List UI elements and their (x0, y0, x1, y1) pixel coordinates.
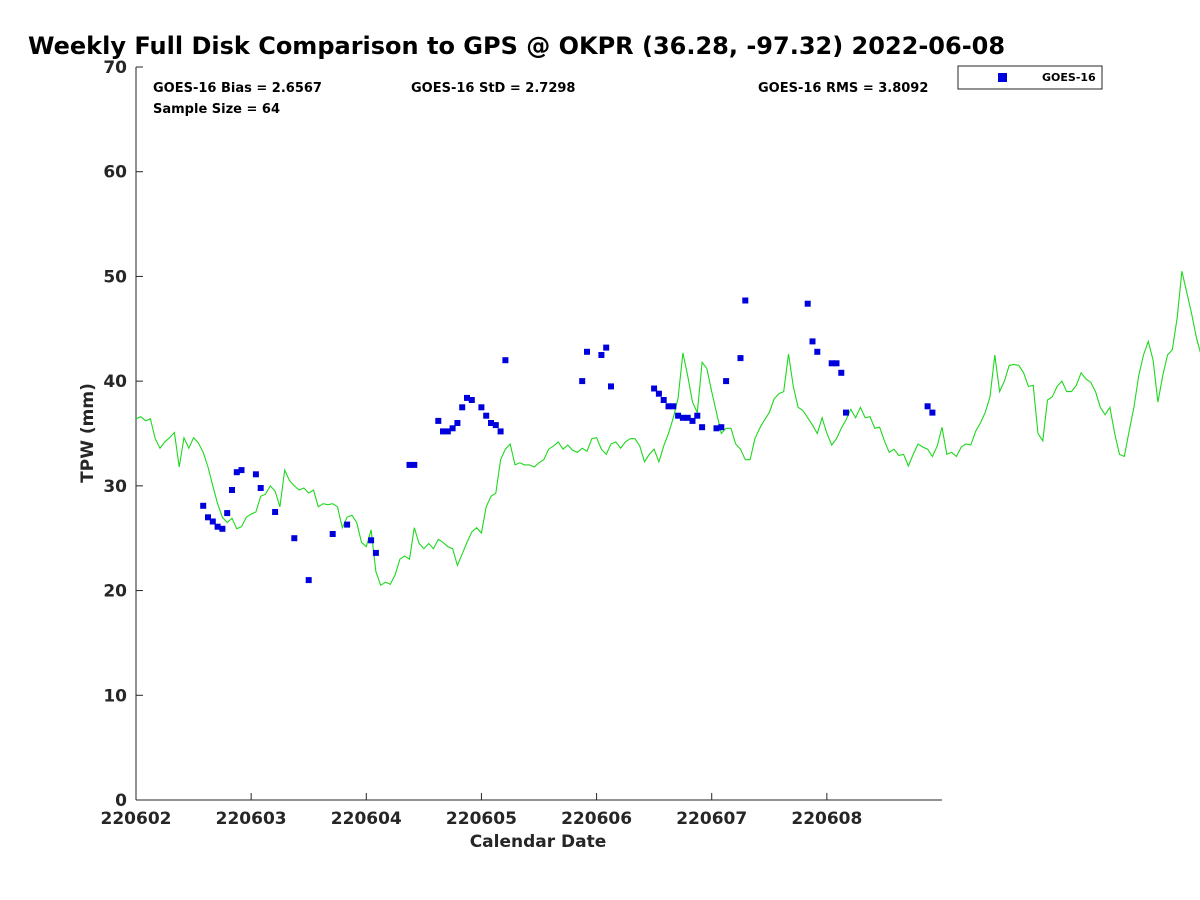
bias-stat: GOES-16 Bias = 2.6567 (153, 81, 322, 96)
goes16-point (305, 577, 312, 584)
goes16-point (492, 422, 499, 429)
plot-frame (135, 67, 942, 801)
legend-label: GOES-16 (1042, 71, 1096, 84)
x-tick-label: 220605 (446, 809, 517, 829)
goes16-point (440, 428, 446, 435)
goes16-point (742, 297, 749, 304)
goes16-point (694, 412, 701, 419)
y-tick-label: 70 (103, 58, 127, 78)
goes16-point (579, 378, 586, 385)
goes16-point (459, 404, 466, 411)
goes16-point (252, 471, 259, 478)
goes16-point (929, 409, 936, 416)
x-tick-label: 220604 (331, 809, 402, 829)
x-axis: 220602 220603 220604 220605 220606 220607 2206… (101, 793, 862, 829)
y-tick-label: 20 (103, 582, 127, 602)
legend: GOES-16 (957, 65, 1103, 90)
goes16-point (608, 383, 614, 390)
goes16-point (699, 424, 706, 431)
goes16-point (713, 425, 720, 432)
goes16-point (924, 403, 931, 410)
goes16-point (655, 390, 662, 397)
goes16-point (368, 537, 375, 544)
goes16-point (219, 525, 226, 532)
x-tick-label: 220606 (561, 809, 632, 829)
goes16-point (209, 518, 216, 525)
sample-size-stat: Sample Size = 64 (153, 102, 280, 117)
goes16-point (737, 355, 744, 362)
x-tick-label: 220603 (216, 809, 287, 829)
goes16-point (224, 510, 231, 517)
goes16-point (329, 531, 336, 537)
goes16-point (214, 523, 221, 530)
x-axis-label: Calendar Date (470, 832, 607, 852)
goes16-point (838, 369, 845, 376)
goes16-point (478, 404, 485, 411)
goes16-point (411, 461, 418, 468)
chart-title: Weekly Full Disk Comparison to GPS @ OKP… (28, 32, 1005, 60)
goes16-point (205, 514, 211, 521)
goes16-point (502, 357, 509, 364)
x-tick-label: 220607 (676, 809, 747, 829)
goes16-point (444, 428, 451, 435)
legend-marker (998, 73, 1007, 82)
goes16-point (584, 348, 590, 355)
goes16-point (257, 485, 264, 491)
goes16-point (229, 487, 235, 493)
x-tick-label: 220608 (791, 809, 862, 829)
goes16-point (483, 412, 490, 419)
goes16-point (272, 509, 279, 515)
y-tick-label: 0 (115, 791, 127, 811)
goes16-point (684, 414, 691, 421)
goes16-point (406, 461, 413, 468)
goes16-point (435, 417, 442, 424)
y-tick-label: 30 (103, 477, 127, 497)
goes16-point (200, 502, 207, 509)
goes16-point (497, 428, 504, 435)
y-axis: 0 10 20 30 40 50 60 70 (103, 58, 143, 811)
y-tick-label: 10 (103, 686, 127, 706)
goes16-point (660, 397, 667, 403)
goes16-point (670, 403, 677, 410)
goes16-point (598, 352, 605, 358)
goes16-point (828, 360, 835, 367)
goes16-point (675, 412, 682, 419)
legend-box (957, 65, 1103, 90)
y-tick-label: 40 (103, 372, 127, 392)
gps-line-layer (135, 271, 1200, 587)
x-tick-label: 220602 (101, 809, 172, 829)
goes16-point (344, 521, 351, 528)
goes16-point (291, 535, 298, 542)
goes16-point (833, 360, 840, 367)
goes16-point (464, 394, 470, 401)
goes16-point (689, 417, 696, 424)
goes16-point (468, 397, 475, 403)
goes16-point (372, 549, 379, 556)
goes16-point-layer (200, 297, 936, 584)
goes16-point (809, 338, 816, 345)
gps-series-line (135, 271, 1200, 587)
goes16-point (238, 467, 245, 474)
y-tick-label: 50 (103, 267, 127, 287)
goes16-point (651, 385, 658, 392)
goes16-point (804, 300, 811, 307)
goes16-point (843, 409, 849, 416)
rms-stat: GOES-16 RMS = 3.8092 (758, 81, 928, 96)
goes16-point (665, 403, 672, 410)
y-tick-label: 60 (103, 163, 127, 183)
y-axis-label: TPW (mm) (78, 383, 98, 483)
goes16-point (718, 424, 725, 431)
std-stat: GOES-16 StD = 2.7298 (411, 81, 575, 96)
goes16-point (679, 414, 686, 421)
goes16-point (723, 378, 730, 385)
goes16-point (233, 469, 240, 476)
goes16-point (488, 420, 494, 426)
goes16-point (449, 425, 456, 432)
goes16-point (603, 344, 610, 351)
goes16-point (814, 348, 821, 355)
goes16-point (454, 420, 461, 426)
